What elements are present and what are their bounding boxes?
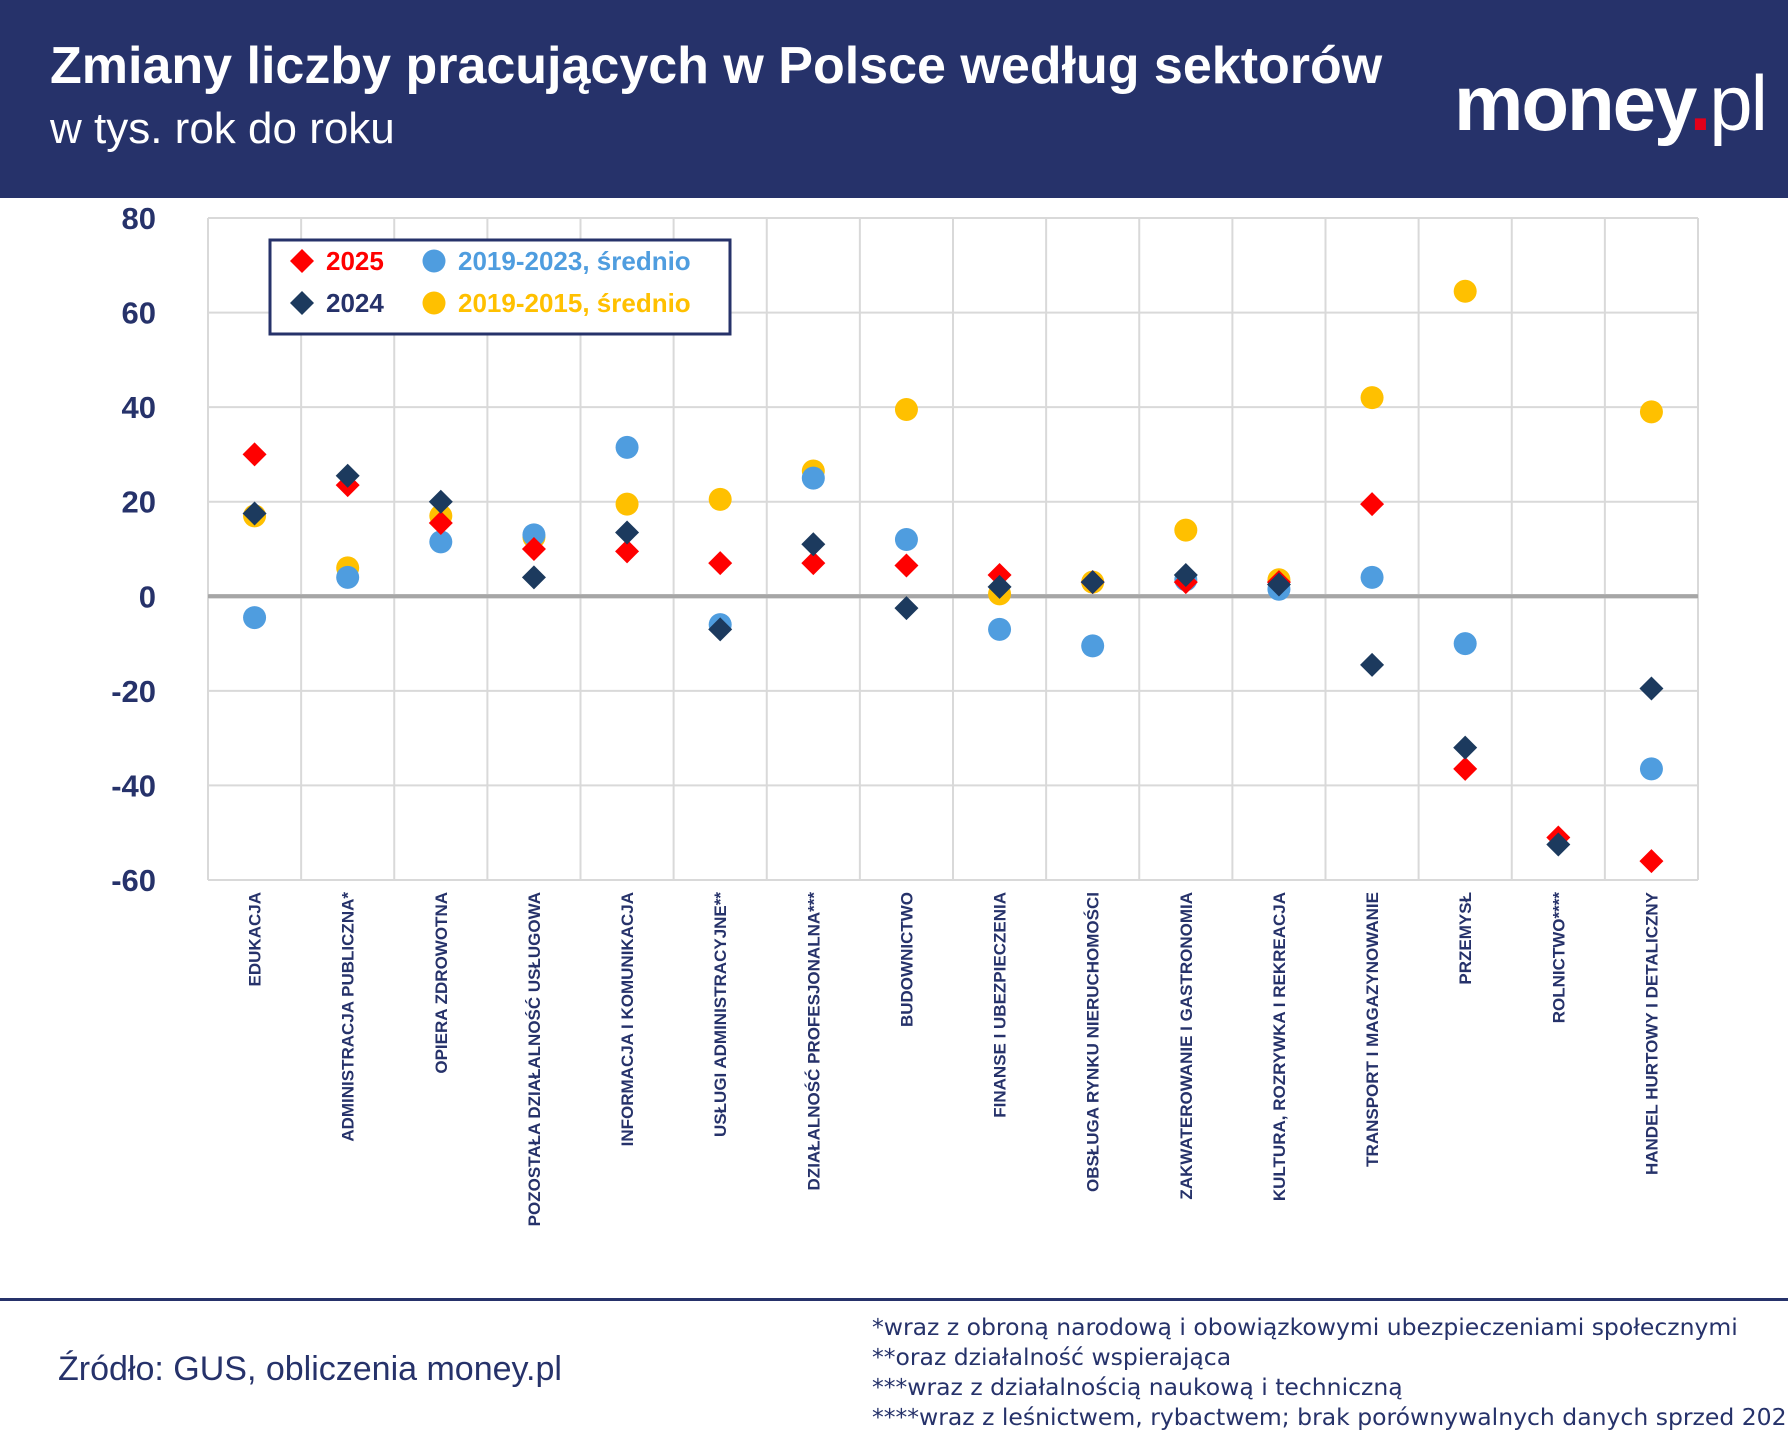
logo-tld: pl xyxy=(1709,59,1768,147)
footnote-1: *wraz z obroną narodową i obowiązkowymi … xyxy=(872,1313,1738,1341)
data-point-diamond xyxy=(801,551,826,576)
data-point-diamond xyxy=(1453,735,1478,760)
x-category-label: USŁUGI ADMINISTRACYJNE** xyxy=(711,892,730,1137)
legend-marker-circle xyxy=(422,291,446,315)
footnotes: *wraz z obroną narodową i obowiązkowymi … xyxy=(872,1312,1788,1432)
data-point-circle xyxy=(1081,634,1105,658)
data-point-diamond xyxy=(1453,756,1478,781)
y-tick-label: 80 xyxy=(122,201,156,236)
data-point-diamond xyxy=(1266,572,1291,597)
data-point-diamond xyxy=(1360,652,1385,677)
data-point-circle xyxy=(615,492,639,516)
x-category-label: ADMINISTRACJA PUBLICZNA* xyxy=(339,892,358,1142)
logo-dot: . xyxy=(1689,59,1712,147)
data-point-circle xyxy=(1360,386,1384,410)
data-point-circle xyxy=(894,528,918,552)
y-tick-label: -40 xyxy=(111,768,156,803)
legend-items: 2025 2024 2019-2023, średnio 2019-2015, śre… xyxy=(290,246,691,318)
footnote-4: ****wraz z leśnictwem, rybactwem; brak p… xyxy=(872,1403,1788,1431)
footnote-3: ***wraz z działalnością naukową i techni… xyxy=(872,1373,1403,1401)
data-point-diamond xyxy=(521,537,546,561)
data-point-diamond xyxy=(1639,849,1664,874)
data-point-diamond xyxy=(1546,832,1571,857)
x-category-label: HANDEL HURTOWY I DETALICZNY xyxy=(1642,891,1661,1175)
footer-divider xyxy=(0,1298,1788,1301)
x-axis-category-labels: EDUKACJA ADMINISTRACJA PUBLICZNA* OPIERA Z… xyxy=(246,891,1662,1226)
data-marks xyxy=(242,279,1664,874)
data-point-diamond xyxy=(428,510,453,535)
header-banner: Zmiany liczby pracujących w Polsce wedłu… xyxy=(0,0,1788,198)
x-category-label: ROLNICTWO**** xyxy=(1549,892,1568,1024)
y-tick-label: 0 xyxy=(139,579,156,614)
legend: 2025 2024 2019-2023, średnio 2019-2015, śre… xyxy=(268,238,732,336)
x-category-label: ZAKWATEROWANIE I GASTRONOMIA xyxy=(1177,892,1196,1200)
logo-main: money xyxy=(1453,59,1692,147)
y-tick-label: -60 xyxy=(111,863,156,898)
x-category-label: FINANSE I UBEZPIECZENIA xyxy=(991,892,1010,1118)
data-point-circle xyxy=(243,606,267,630)
y-tick-label: 20 xyxy=(122,485,156,520)
data-point-diamond xyxy=(242,442,267,467)
scatter-chart: 80 60 40 20 0 -20 -40 -60 EDUKACJA ADMINISTRACJA… xyxy=(111,201,1699,1226)
chart-title: Zmiany liczby pracujących w Polsce wedłu… xyxy=(50,37,1383,95)
data-point-circle xyxy=(522,523,546,547)
x-category-label: POZOSTAŁA DZIAŁALNOŚĆ USŁUGOWA xyxy=(525,892,544,1226)
data-point-circle xyxy=(1639,400,1663,424)
y-tick-label: 40 xyxy=(122,390,156,425)
y-axis-ticks: 80 60 40 20 0 -20 -40 -60 xyxy=(111,201,156,898)
data-point-circle xyxy=(1174,518,1198,542)
legend-marker-diamond xyxy=(290,291,314,315)
data-point-diamond xyxy=(1173,563,1198,588)
data-point-circle xyxy=(894,398,918,422)
data-point-diamond xyxy=(1639,676,1664,701)
legend-label: 2019-2015, średnio xyxy=(458,288,691,318)
data-point-diamond xyxy=(987,574,1012,599)
data-point-diamond xyxy=(708,617,733,642)
x-category-label: OBSŁUGA RYNKU NIERUCHOMOŚCI xyxy=(1084,892,1103,1192)
y-tick-label: -20 xyxy=(111,674,156,709)
legend-marker-circle xyxy=(422,249,446,273)
data-point-diamond xyxy=(894,553,919,578)
data-point-circle xyxy=(708,487,732,511)
data-point-diamond xyxy=(521,565,546,590)
x-category-label: TRANSPORT I MAGAZYNOWANIE xyxy=(1363,892,1382,1167)
footnote-2: **oraz działalność wspierająca xyxy=(872,1343,1232,1371)
data-point-diamond xyxy=(242,501,267,526)
x-category-label: DZIAŁALNOŚĆ PROFESJONALNA*** xyxy=(804,892,823,1191)
money-pl-logo: money.pl xyxy=(1453,58,1768,149)
data-point-circle xyxy=(429,530,453,554)
x-category-label: EDUKACJA xyxy=(246,892,265,986)
x-category-label: INFORMACJA I KOMUNIKACJA xyxy=(618,892,637,1146)
x-category-label: KULTURA, ROZRYWKA I REKREACJA xyxy=(1270,892,1289,1201)
data-point-diamond xyxy=(615,539,640,564)
data-point-circle xyxy=(988,617,1012,641)
chart-subtitle: w tys. rok do roku xyxy=(50,104,395,153)
data-point-diamond xyxy=(801,532,826,557)
data-point-diamond xyxy=(1360,492,1385,517)
x-category-label: PRZEMYSŁ xyxy=(1456,892,1475,985)
data-point-diamond xyxy=(428,489,453,514)
data-point-circle xyxy=(1453,279,1477,303)
data-point-circle xyxy=(336,565,360,589)
legend-box xyxy=(268,238,732,336)
data-point-circle xyxy=(615,435,639,459)
data-point-diamond xyxy=(615,520,640,545)
data-point-diamond xyxy=(894,596,919,621)
data-point-diamond xyxy=(335,463,360,488)
data-point-diamond xyxy=(708,551,733,576)
y-tick-label: 60 xyxy=(122,296,156,331)
data-point-circle xyxy=(1360,565,1384,589)
source-note: Źródło: GUS, obliczenia money.pl xyxy=(58,1350,562,1388)
legend-label: 2019-2023, średnio xyxy=(458,246,691,276)
data-point-circle xyxy=(1453,632,1477,656)
data-point-circle xyxy=(801,466,825,490)
data-point-circle xyxy=(1639,757,1663,781)
x-category-label: OPIERA ZDROWOTNA xyxy=(432,892,451,1074)
legend-label: 2024 xyxy=(326,288,384,318)
x-category-label: BUDOWNICTWO xyxy=(897,892,916,1027)
legend-marker-diamond xyxy=(290,249,314,273)
legend-label: 2025 xyxy=(326,246,384,276)
data-point-diamond xyxy=(1080,570,1105,595)
